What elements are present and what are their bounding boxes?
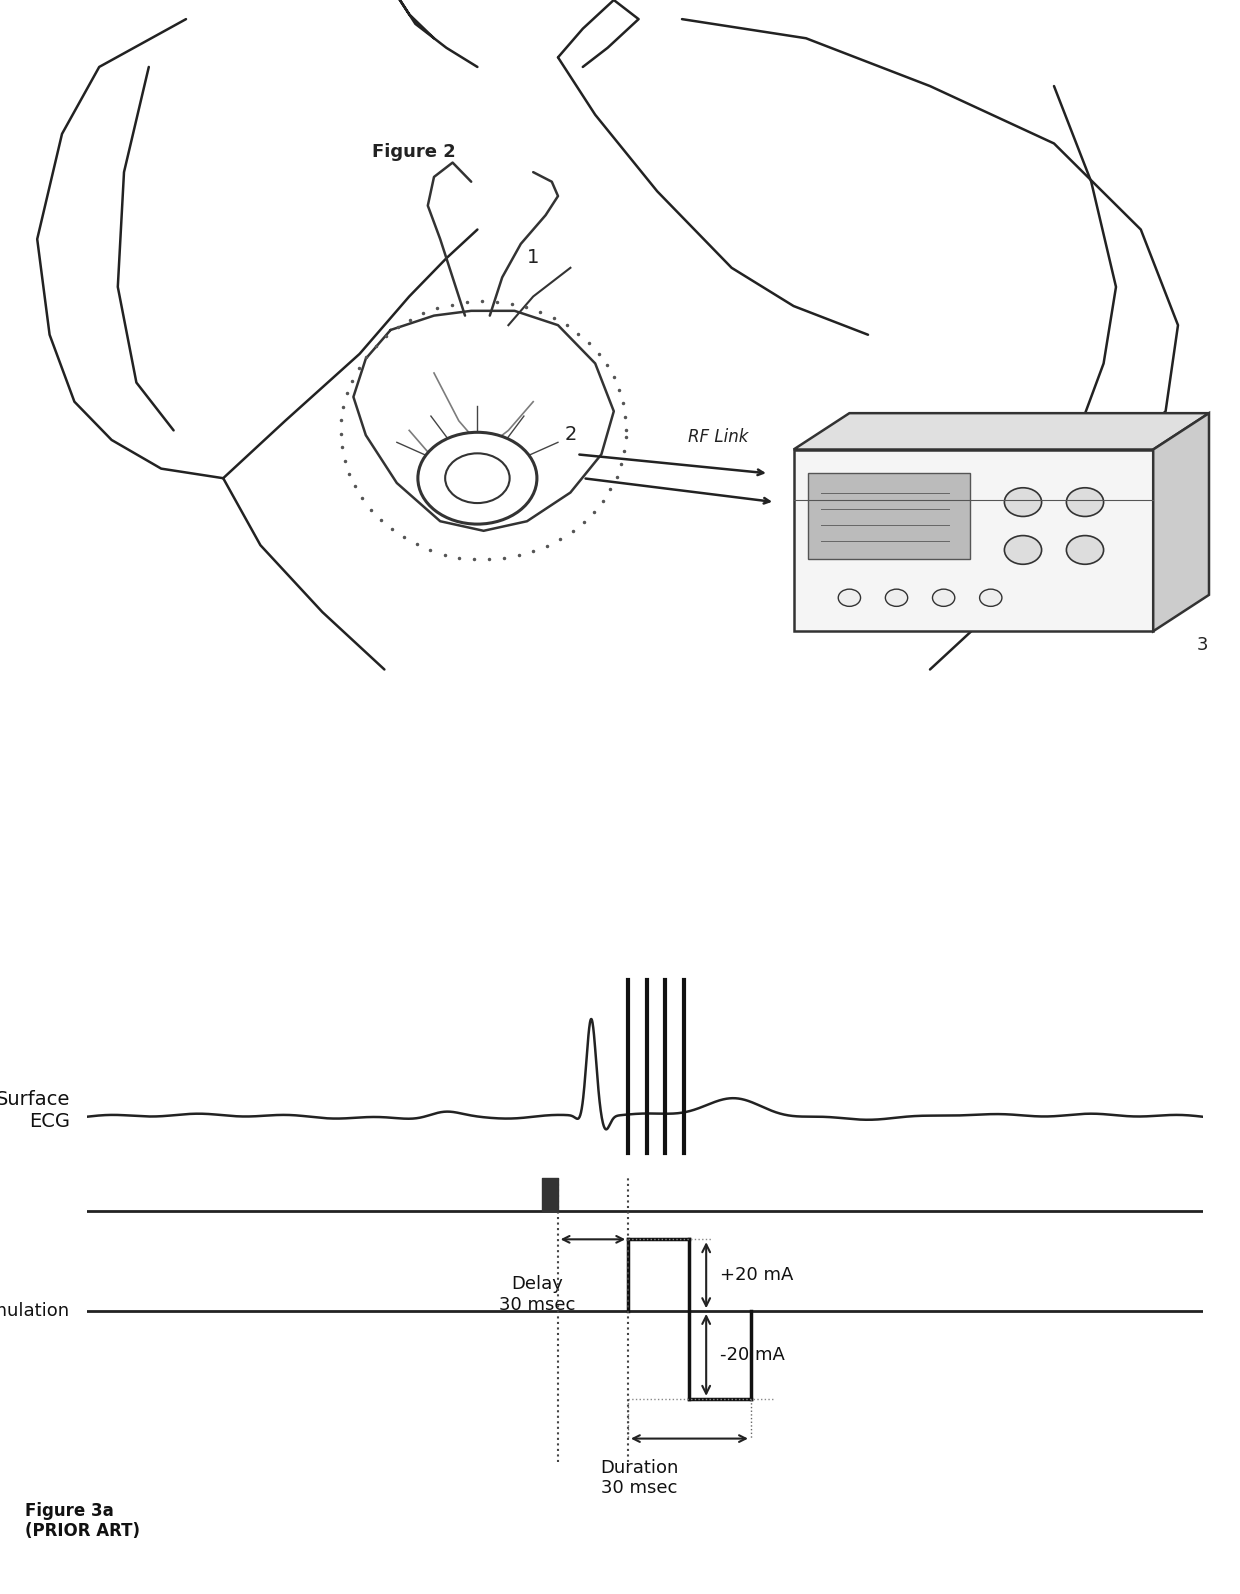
Text: RF Link: RF Link [688, 427, 749, 446]
Text: 2: 2 [564, 426, 577, 445]
Polygon shape [794, 413, 1209, 450]
Text: Stimulation: Stimulation [0, 1302, 69, 1320]
Circle shape [1066, 536, 1104, 564]
Text: 3: 3 [1197, 636, 1208, 655]
Text: Delay
30 msec: Delay 30 msec [498, 1275, 575, 1313]
Text: Surface
ECG: Surface ECG [0, 1090, 69, 1132]
Bar [808, 473, 970, 559]
Circle shape [838, 590, 861, 606]
Circle shape [1004, 536, 1042, 564]
Circle shape [932, 590, 955, 606]
Text: 1: 1 [527, 249, 539, 268]
Circle shape [445, 453, 510, 504]
Circle shape [418, 432, 537, 524]
Polygon shape [1153, 413, 1209, 631]
Text: +20 mA: +20 mA [719, 1266, 792, 1285]
Circle shape [885, 590, 908, 606]
Text: Duration
30 msec: Duration 30 msec [600, 1459, 678, 1497]
Circle shape [1004, 488, 1042, 516]
Circle shape [1066, 488, 1104, 516]
Bar [794, 450, 1153, 631]
Circle shape [980, 590, 1002, 606]
Text: Figure 3a
(PRIOR ART): Figure 3a (PRIOR ART) [25, 1502, 140, 1540]
Text: -20 mA: -20 mA [719, 1345, 785, 1364]
Text: Figure 2: Figure 2 [372, 143, 456, 161]
